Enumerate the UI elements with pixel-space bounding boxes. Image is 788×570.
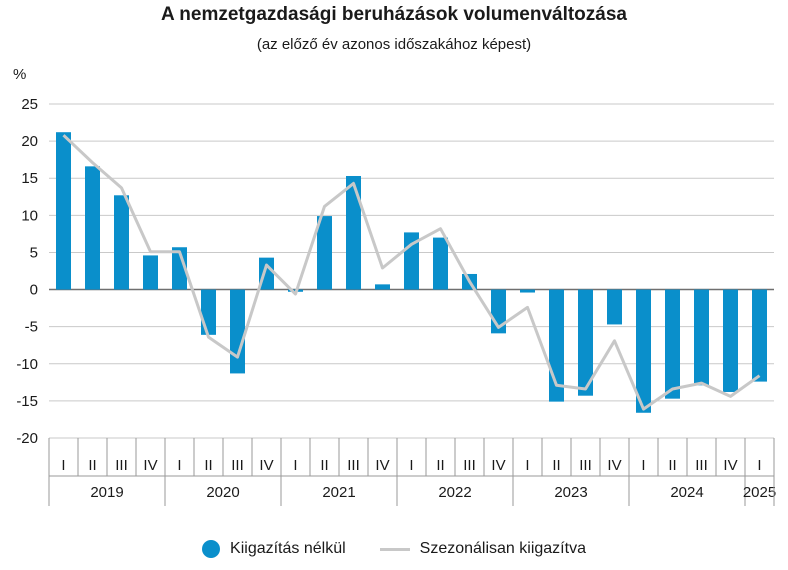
year-label: 2023 bbox=[554, 484, 587, 501]
x-tick-label: I bbox=[409, 457, 413, 474]
y-axis-unit-label: % bbox=[13, 66, 26, 83]
y-tick-label: -15 bbox=[16, 393, 38, 410]
x-tick-label: III bbox=[579, 457, 592, 474]
y-tick-label: 20 bbox=[21, 133, 38, 150]
y-tick-label: 5 bbox=[30, 244, 38, 261]
bar bbox=[230, 289, 245, 374]
x-tick-label: I bbox=[293, 457, 297, 474]
bar bbox=[201, 289, 216, 335]
bar bbox=[607, 289, 622, 325]
x-tick-label: II bbox=[436, 457, 444, 474]
x-tick-label: II bbox=[668, 457, 676, 474]
year-label: 2021 bbox=[322, 484, 355, 501]
x-tick-label: IV bbox=[723, 457, 737, 474]
x-tick-label: IV bbox=[491, 457, 505, 474]
year-label: 2025 bbox=[743, 484, 776, 501]
x-tick-label: IV bbox=[143, 457, 157, 474]
y-tick-label: -10 bbox=[16, 356, 38, 373]
chart-legend: Kiigazítás nélkül Szezonálisan kiigazítv… bbox=[0, 540, 788, 558]
bar bbox=[520, 289, 535, 293]
year-label: 2020 bbox=[206, 484, 239, 501]
year-label: 2022 bbox=[438, 484, 471, 501]
legend-item-seasonally-adjusted: Szezonálisan kiigazítva bbox=[379, 540, 586, 558]
x-tick-label: I bbox=[525, 457, 529, 474]
bar bbox=[172, 247, 187, 290]
y-tick-label: -5 bbox=[25, 319, 38, 336]
year-label: 2024 bbox=[670, 484, 703, 501]
x-tick-label: II bbox=[88, 457, 96, 474]
bar bbox=[85, 166, 100, 290]
y-tick-label: 0 bbox=[30, 282, 38, 299]
x-tick-label: II bbox=[320, 457, 328, 474]
x-tick-label: II bbox=[204, 457, 212, 474]
legend-item-unadjusted: Kiigazítás nélkül bbox=[202, 540, 346, 558]
x-tick-label: III bbox=[695, 457, 708, 474]
bar bbox=[143, 255, 158, 290]
y-tick-label: 15 bbox=[21, 170, 38, 187]
chart-title: A nemzetgazdasági beruházások volumenvál… bbox=[160, 4, 627, 25]
bar bbox=[56, 132, 71, 290]
bar bbox=[694, 289, 709, 386]
x-tick-label: III bbox=[463, 457, 476, 474]
bar bbox=[578, 289, 593, 396]
series-line bbox=[62, 134, 761, 411]
x-tick-label: IV bbox=[607, 457, 621, 474]
year-label: 2019 bbox=[90, 484, 123, 501]
x-tick-label: I bbox=[177, 457, 181, 474]
x-tick-label: IV bbox=[375, 457, 389, 474]
chart-subtitle: (az előző év azonos időszakához képest) bbox=[256, 36, 532, 53]
bar bbox=[636, 289, 651, 413]
legend-dot-icon bbox=[202, 540, 221, 558]
x-tick-label: III bbox=[347, 457, 360, 474]
bar bbox=[665, 289, 680, 399]
legend-label-seasonally-adjusted: Szezonálisan kiigazítva bbox=[419, 540, 586, 557]
bar bbox=[752, 289, 767, 382]
x-tick-label: I bbox=[641, 457, 645, 474]
bar bbox=[317, 216, 332, 290]
bar bbox=[433, 237, 448, 290]
x-tick-label: III bbox=[115, 457, 128, 474]
x-tick-label: I bbox=[61, 457, 65, 474]
bar bbox=[375, 284, 390, 290]
bar bbox=[346, 175, 361, 290]
bar bbox=[114, 195, 129, 290]
legend-label-unadjusted: Kiigazítás nélkül bbox=[230, 540, 346, 557]
x-tick-label: IV bbox=[259, 457, 273, 474]
x-tick-label: II bbox=[552, 457, 560, 474]
x-tick-label: I bbox=[757, 457, 761, 474]
y-tick-label: 25 bbox=[21, 96, 38, 113]
bar bbox=[723, 289, 738, 392]
legend-line-icon bbox=[379, 547, 410, 551]
y-tick-label: 10 bbox=[21, 207, 38, 224]
x-tick-label: III bbox=[231, 457, 244, 474]
y-tick-label: -20 bbox=[16, 430, 38, 447]
